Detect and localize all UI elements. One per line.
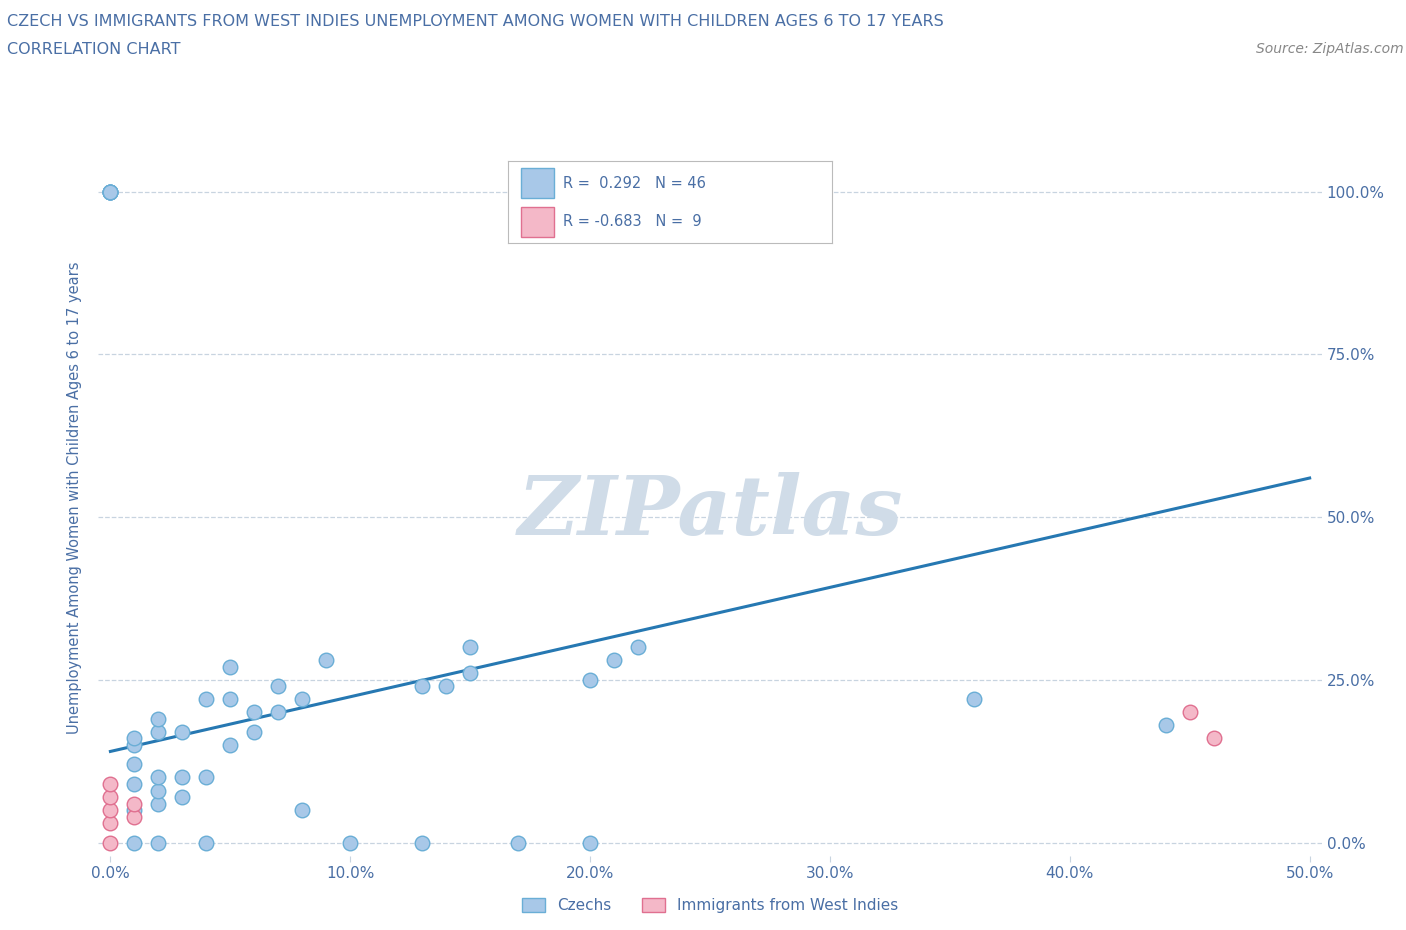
Point xyxy=(243,705,266,720)
Point xyxy=(148,783,170,798)
Point xyxy=(148,711,170,726)
Point xyxy=(172,724,194,739)
Point xyxy=(243,724,266,739)
Point xyxy=(100,816,122,830)
Point xyxy=(148,770,170,785)
Point xyxy=(100,184,122,199)
Point xyxy=(963,692,986,707)
Point xyxy=(411,835,433,850)
Point xyxy=(100,777,122,791)
Point xyxy=(219,659,242,674)
Point xyxy=(148,835,170,850)
Point xyxy=(195,692,218,707)
Point xyxy=(291,803,314,817)
Point xyxy=(124,731,146,746)
Point xyxy=(579,672,602,687)
Text: CZECH VS IMMIGRANTS FROM WEST INDIES UNEMPLOYMENT AMONG WOMEN WITH CHILDREN AGES: CZECH VS IMMIGRANTS FROM WEST INDIES UNE… xyxy=(7,14,943,29)
Point xyxy=(434,679,457,694)
Text: Source: ZipAtlas.com: Source: ZipAtlas.com xyxy=(1256,42,1403,56)
Point xyxy=(124,803,146,817)
Point xyxy=(579,835,602,850)
Text: ZIPatlas: ZIPatlas xyxy=(517,472,903,551)
Point xyxy=(458,666,481,681)
Point xyxy=(627,640,650,655)
Point xyxy=(100,790,122,804)
Point xyxy=(315,653,337,668)
Point xyxy=(124,835,146,850)
Point xyxy=(603,653,626,668)
Point xyxy=(124,809,146,824)
Point xyxy=(124,757,146,772)
Y-axis label: Unemployment Among Women with Children Ages 6 to 17 years: Unemployment Among Women with Children A… xyxy=(67,261,83,734)
Point xyxy=(508,835,530,850)
Point xyxy=(148,796,170,811)
Point xyxy=(100,184,122,199)
Point xyxy=(172,770,194,785)
Point xyxy=(195,835,218,850)
Point xyxy=(124,796,146,811)
Point xyxy=(100,184,122,199)
Point xyxy=(172,790,194,804)
Point xyxy=(1178,705,1201,720)
Point xyxy=(100,803,122,817)
Text: CORRELATION CHART: CORRELATION CHART xyxy=(7,42,180,57)
Point xyxy=(100,184,122,199)
Point xyxy=(219,737,242,752)
Point xyxy=(148,724,170,739)
Point xyxy=(291,692,314,707)
Point xyxy=(195,770,218,785)
Point xyxy=(1154,718,1177,733)
Point xyxy=(267,705,290,720)
Point xyxy=(124,737,146,752)
Point xyxy=(100,184,122,199)
Point xyxy=(458,640,481,655)
Point xyxy=(219,692,242,707)
Point xyxy=(100,835,122,850)
Point xyxy=(124,777,146,791)
Point xyxy=(339,835,361,850)
Point xyxy=(1202,731,1225,746)
Point xyxy=(267,679,290,694)
Legend: Czechs, Immigrants from West Indies: Czechs, Immigrants from West Indies xyxy=(516,892,904,920)
Point xyxy=(411,679,433,694)
